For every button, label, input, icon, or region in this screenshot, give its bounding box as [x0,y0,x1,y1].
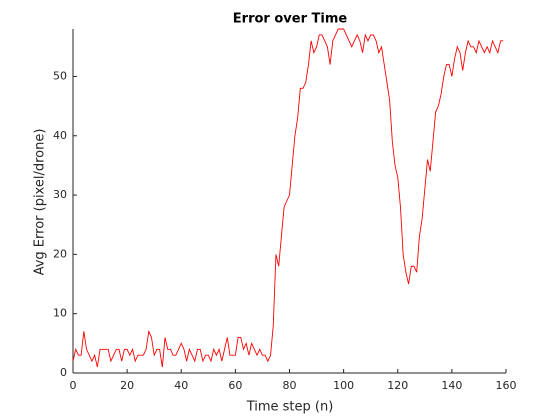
y-tick-label: 50 [53,69,67,82]
chart-title: Error over Time [233,12,348,27]
y-axis-label: Avg Error (pixel/drone) [33,129,48,276]
x-tick-label: 0 [70,379,77,392]
y-tick-label: 40 [53,129,67,142]
x-tick-label: 40 [174,379,188,392]
x-tick-label: 140 [441,379,462,392]
x-tick-label: 100 [333,379,354,392]
x-tick-label: 60 [228,379,242,392]
y-tick-label: 0 [60,366,67,379]
x-tick-label: 80 [283,379,297,392]
y-tick-label: 10 [53,307,67,320]
x-axis-label: Time step (n) [246,400,334,415]
x-tick-label: 120 [387,379,408,392]
x-tick-label: 20 [120,379,134,392]
y-tick-label: 30 [53,188,67,201]
data-line [72,28,504,368]
x-tick-label: 160 [496,379,517,392]
y-tick-label: 20 [53,247,67,260]
